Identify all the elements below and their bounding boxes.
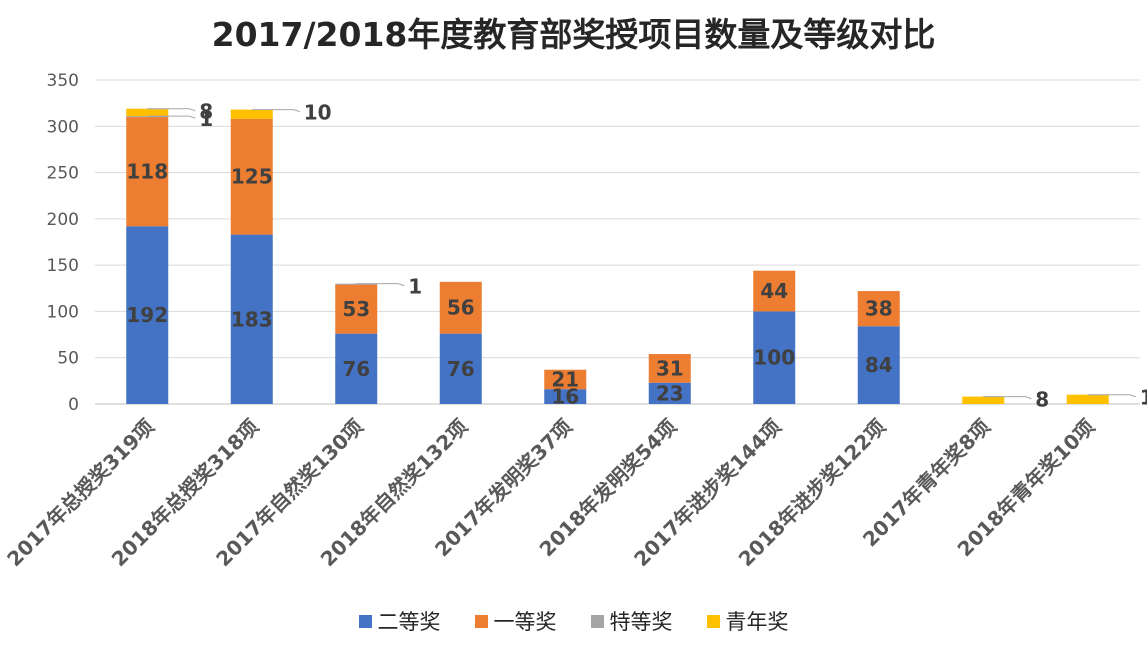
bar-segment <box>544 369 587 390</box>
data-label: 21 <box>551 367 579 391</box>
bar-segment <box>648 354 691 383</box>
y-tick-label: 300 <box>47 117 79 137</box>
data-label: 192 <box>126 303 168 327</box>
bar-segment <box>126 117 169 227</box>
data-label: 10 <box>1140 386 1147 410</box>
y-tick-label: 350 <box>47 71 79 91</box>
data-label: 100 <box>753 346 795 370</box>
legend-label: 特等奖 <box>609 610 673 634</box>
bar-segment <box>230 118 273 235</box>
legend-swatch <box>474 614 488 628</box>
data-label: 10 <box>304 101 332 125</box>
data-label: 16 <box>551 385 579 409</box>
legend-swatch <box>706 614 720 628</box>
y-tick-label: 50 <box>57 349 79 369</box>
data-label: 53 <box>342 297 370 321</box>
legend: 二等奖 一等奖 特等奖 青年奖 <box>0 606 1147 636</box>
data-label: 23 <box>656 381 684 405</box>
bar-segment <box>753 311 796 404</box>
bar-segment <box>439 333 482 404</box>
y-tick-label: 100 <box>47 302 79 322</box>
leader-line <box>983 396 1032 400</box>
bar-segment <box>544 389 587 404</box>
data-label: 44 <box>760 279 788 303</box>
bar-segment <box>335 333 378 404</box>
leader-line <box>356 283 405 287</box>
bar-segment <box>126 226 169 404</box>
leader-line <box>147 115 196 119</box>
bar-segment <box>753 270 796 312</box>
y-tick-label: 200 <box>47 210 79 230</box>
bar-segment <box>857 326 900 404</box>
bar-segment <box>1066 394 1109 404</box>
data-label: 31 <box>656 356 684 380</box>
bar-segment <box>230 234 273 404</box>
data-label: 84 <box>865 353 893 377</box>
bar-segment <box>439 281 482 334</box>
plot-area: 050100150200250300350192118182017年总授奖319… <box>2 71 1147 571</box>
data-label: 1 <box>408 275 422 299</box>
leader-line <box>1087 394 1136 398</box>
leader-line <box>251 109 300 113</box>
bar-segment <box>857 291 900 327</box>
y-tick-label: 250 <box>47 164 79 184</box>
data-label: 56 <box>447 296 475 320</box>
bar-segment <box>648 382 691 404</box>
legend-swatch <box>590 614 604 628</box>
legend-swatch <box>358 614 372 628</box>
legend-label: 一等奖 <box>493 610 557 634</box>
chart-title: 2017/2018年度教育部奖授项目数量及等级对比 <box>211 15 936 54</box>
leader-line <box>147 108 196 112</box>
data-label: 76 <box>342 357 370 381</box>
data-label: 183 <box>231 307 273 331</box>
data-label: 125 <box>231 165 273 189</box>
bar-segment <box>962 396 1005 404</box>
y-tick-label: 150 <box>47 256 79 276</box>
legend-item: 特等奖 <box>590 606 673 636</box>
y-tick-label: 0 <box>68 395 79 415</box>
data-label: 118 <box>126 160 168 184</box>
data-label: 8 <box>1035 388 1049 412</box>
bar-segment <box>335 284 378 334</box>
data-label: 8 <box>199 100 213 124</box>
data-label: 1 <box>199 107 213 131</box>
legend-label: 二等奖 <box>377 610 441 634</box>
legend-item: 二等奖 <box>358 606 441 636</box>
data-label: 38 <box>865 297 893 321</box>
bar-segment <box>230 109 273 119</box>
legend-item: 一等奖 <box>474 606 557 636</box>
bar-segment <box>126 108 169 117</box>
legend-label: 青年奖 <box>725 610 789 634</box>
data-label: 76 <box>447 357 475 381</box>
legend-item: 青年奖 <box>706 606 789 636</box>
